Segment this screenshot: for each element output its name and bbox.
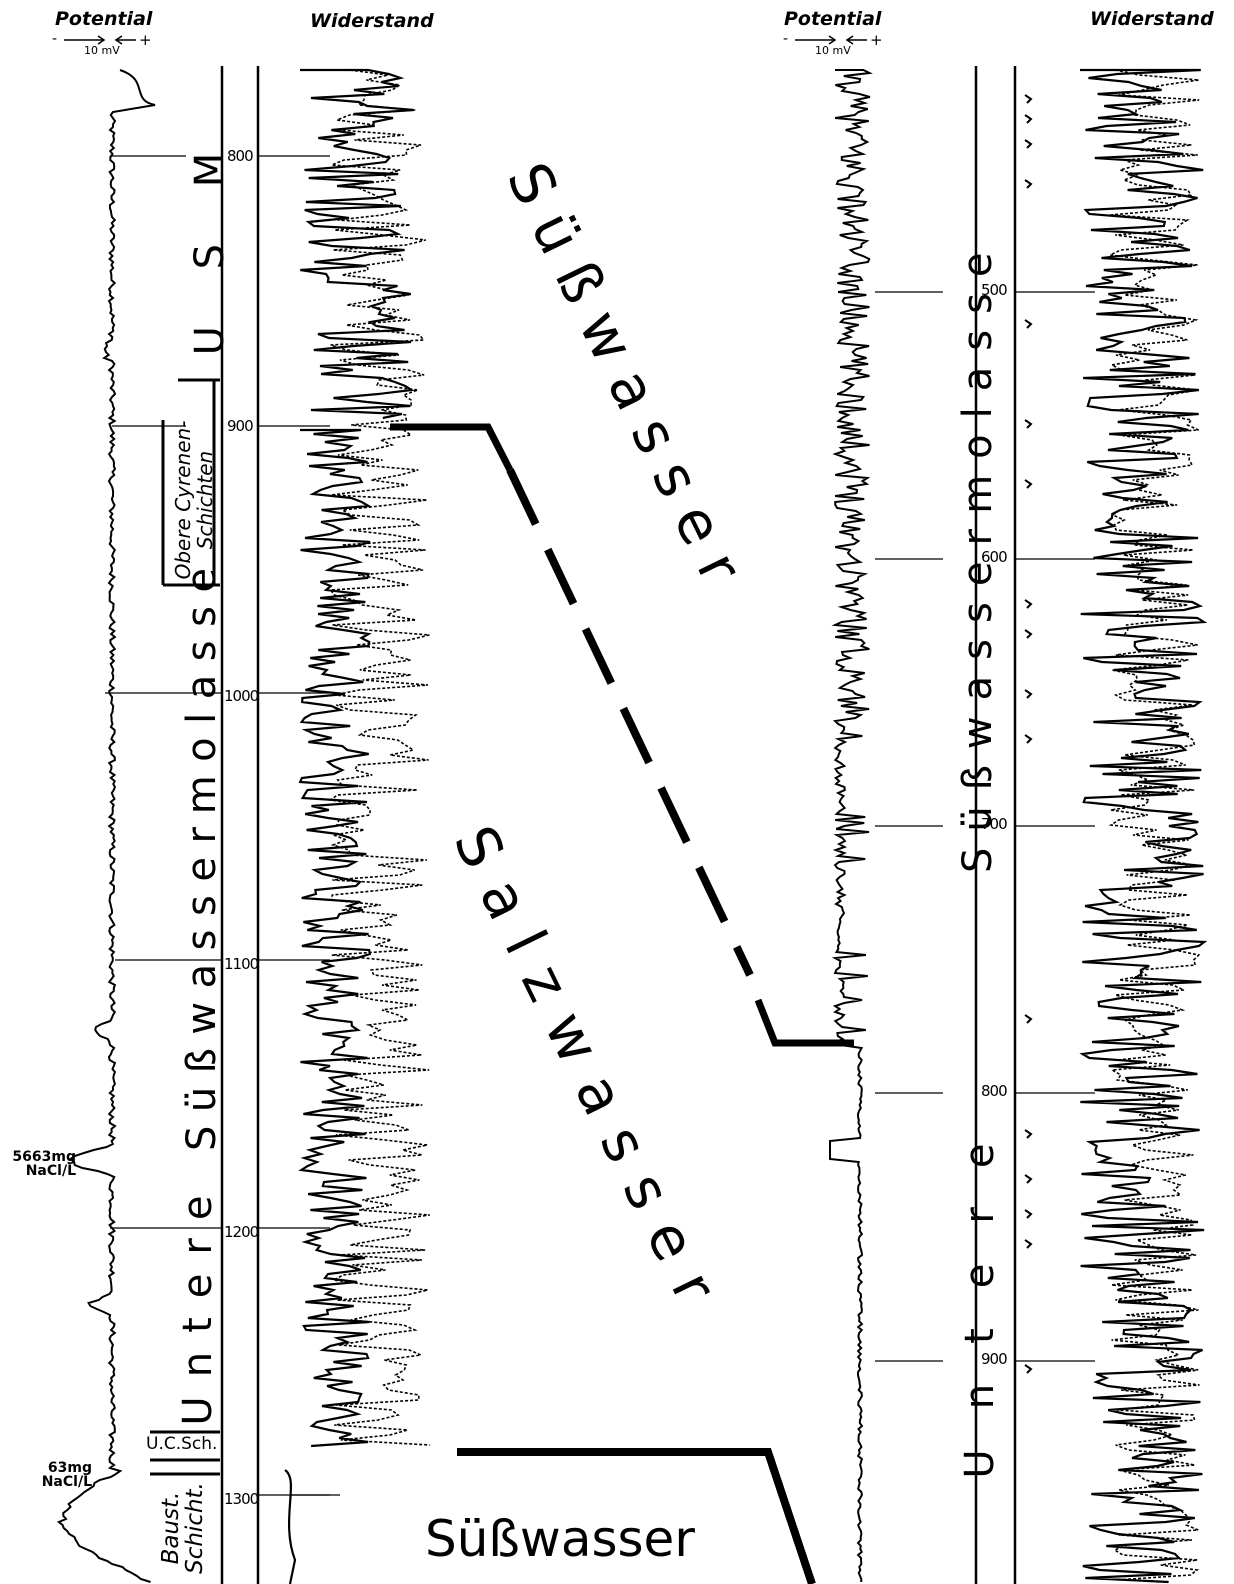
resistivity-fragment [1024, 1364, 1033, 1374]
widerstand-header-left: Widerstand [310, 10, 434, 32]
nacl-annotation-low: 63mg NaCl/L [20, 1461, 92, 1489]
nacl-high-value: 5663mg [12, 1149, 76, 1165]
resistivity-fragment [1024, 179, 1033, 189]
resistivity-fragment [1024, 139, 1033, 149]
unit-label-suesswassermolasse-left: Süßwassermolasse [179, 554, 225, 1151]
depth-label-right-700: 700 [981, 815, 1008, 833]
resistivity-fragment [1024, 734, 1033, 744]
sp-curve-left [56, 69, 156, 1583]
nacl-annotation-high: 5663mg NaCl/L [4, 1150, 76, 1178]
resistivity-fragment [1024, 94, 1033, 104]
unit-label-untere-right: Untere [957, 1103, 1003, 1479]
resistivity-fragment [1024, 629, 1033, 639]
depth-label-left-1300: 1300 [224, 1490, 259, 1508]
potential-header-left: Potential [55, 8, 153, 30]
freshwater-saltwater-boundary [390, 423, 854, 1047]
scale-minus-right: - [783, 31, 789, 47]
resistivity-fragment [1024, 599, 1033, 609]
unit-label-baust: Baust. [158, 1491, 184, 1565]
depth-label-left-1200: 1200 [224, 1223, 259, 1241]
potential-header-right: Potential [784, 8, 882, 30]
scale-plus-left: + [139, 31, 152, 49]
depth-label-right-800: 800 [981, 1082, 1008, 1100]
nacl-low-value: 63mg [47, 1460, 92, 1476]
depth-label-left-800: 800 [227, 147, 254, 165]
freshwater-label-lower: Süßwasser [425, 1510, 695, 1568]
depth-label-left-1100: 1100 [224, 955, 259, 973]
widerstand-header-right: Widerstand [1090, 8, 1214, 30]
resistivity-fragment [1024, 1174, 1033, 1184]
resistivity-curve-left-dashed [328, 69, 430, 1446]
scale-label-left: 10 mV [84, 44, 120, 57]
resistivity-fragment [1024, 1129, 1033, 1139]
resistivity-curve-right-dashed [1107, 69, 1201, 1581]
scale-arrows [64, 35, 867, 45]
unit-boundaries-left [150, 378, 220, 1476]
resistivity-fragments-right [1024, 94, 1033, 1374]
depth-label-right-600: 600 [981, 548, 1008, 566]
depth-tick-lines-left [105, 155, 340, 1496]
nacl-low-unit: NaCl/L [41, 1474, 92, 1490]
resistivity-fragment [1024, 1209, 1033, 1219]
resistivity-fragment [1024, 479, 1033, 489]
depth-label-right-500: 500 [981, 281, 1008, 299]
unit-label-untere-left: Untere [175, 1176, 221, 1426]
nacl-high-unit: NaCl/L [25, 1163, 76, 1179]
resistivity-fragment [1024, 319, 1033, 329]
depth-label-right-900: 900 [981, 1350, 1008, 1368]
unit-label-ucsch: U.C.Sch. [146, 1434, 218, 1454]
resistivity-fragment [1024, 419, 1033, 429]
scale-minus-left: - [52, 31, 58, 47]
resistivity-fragment [1024, 114, 1033, 124]
resistivity-fragment [1024, 1014, 1033, 1024]
depth-label-left-900: 900 [227, 417, 254, 435]
scale-label-right: 10 mV [815, 44, 851, 57]
resistivity-fragment [1024, 1239, 1033, 1249]
resistivity-fragment [1024, 689, 1033, 699]
depth-tick-lines-right [875, 291, 1095, 1362]
saltwater-base-boundary [457, 1448, 816, 1584]
scale-plus-right: + [870, 31, 883, 49]
unit-label-suesswassermolasse-right: Süßwassermolasse [955, 236, 1001, 873]
unit-label-usm: U S M [187, 130, 233, 356]
depth-label-left-1000: 1000 [224, 687, 259, 705]
column-axes [220, 66, 1017, 1584]
sp-curve-right [829, 69, 873, 1583]
unit-label-schicht: Schicht. [182, 1482, 208, 1574]
